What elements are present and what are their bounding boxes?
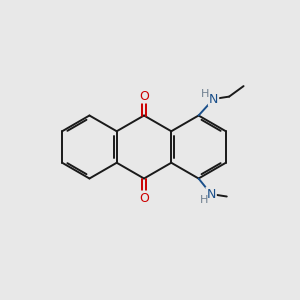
Text: O: O (139, 89, 149, 103)
Text: H: H (200, 195, 208, 205)
Text: N: N (209, 92, 218, 106)
Text: O: O (139, 191, 149, 205)
Text: H: H (201, 88, 209, 99)
Text: N: N (206, 188, 216, 201)
